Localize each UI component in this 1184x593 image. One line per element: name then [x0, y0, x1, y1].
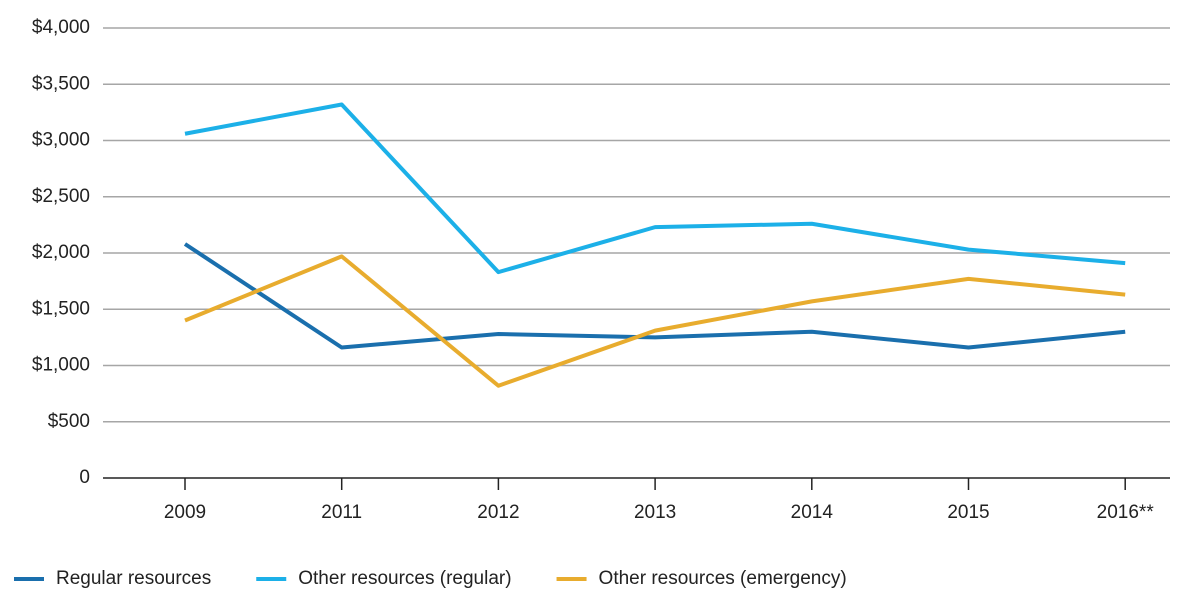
legend-label: Other resources (emergency): [599, 568, 847, 589]
series-line: [184, 102, 1126, 275]
x-tick-label: 2015: [947, 502, 989, 523]
x-tick-label: 2012: [477, 502, 519, 523]
y-tick-label: $4,000: [32, 17, 90, 38]
y-tick-label: 0: [79, 467, 90, 488]
x-tick-label: 2014: [791, 502, 834, 523]
x-tick-label: 2009: [164, 502, 206, 523]
series-line: [183, 242, 1126, 350]
legend-label: Regular resources: [56, 568, 211, 589]
y-tick-label: $500: [48, 411, 90, 432]
y-tick-label: $3,500: [32, 73, 90, 94]
y-tick-label: $1,000: [32, 355, 90, 376]
y-tick-label: $1,500: [32, 298, 90, 319]
legend-label: Other resources (regular): [298, 568, 511, 589]
y-tick-label: $3,000: [32, 130, 90, 151]
y-tick-label: $2,500: [32, 186, 90, 207]
x-tick-label: 2013: [634, 502, 676, 523]
x-tick-label: 2016**: [1097, 502, 1155, 523]
series-line: [184, 254, 1126, 388]
y-tick-label: $2,000: [32, 242, 90, 263]
x-tick-label: 2011: [321, 502, 362, 523]
